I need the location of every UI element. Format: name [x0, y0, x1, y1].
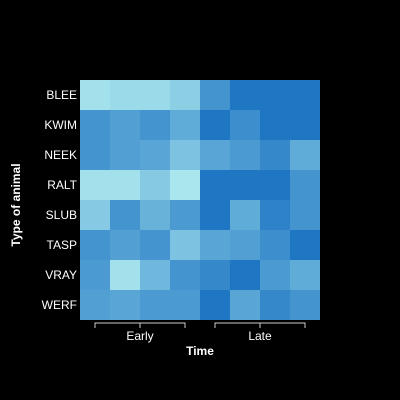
row-label-werf: WERF — [42, 298, 77, 312]
heatmap-cell-werf-3 — [140, 290, 170, 320]
heatmap-cell-neek-2 — [110, 140, 140, 170]
heatmap-cell-ralt-4 — [170, 170, 200, 200]
group-bracket-late — [215, 323, 305, 328]
heatmap-cell-vray-8 — [290, 260, 320, 290]
heatmap-cell-slub-1 — [80, 200, 110, 230]
x-axis-title: Time — [186, 344, 214, 358]
heatmap-cell-slub-7 — [260, 200, 290, 230]
heatmap-cell-ralt-7 — [260, 170, 290, 200]
heatmap-cell-ralt-1 — [80, 170, 110, 200]
heatmap-cell-tasp-6 — [230, 230, 260, 260]
heatmap-cell-kwim-3 — [140, 110, 170, 140]
heatmap-cell-vray-5 — [200, 260, 230, 290]
heatmap-cell-neek-1 — [80, 140, 110, 170]
heatmap-cell-slub-6 — [230, 200, 260, 230]
heatmap-cell-kwim-8 — [290, 110, 320, 140]
heatmap-cell-blee-7 — [260, 80, 290, 110]
heatmap-cell-kwim-1 — [80, 110, 110, 140]
heatmap-cell-neek-4 — [170, 140, 200, 170]
heatmap-cell-vray-1 — [80, 260, 110, 290]
heatmap-cell-vray-4 — [170, 260, 200, 290]
row-label-tasp: TASP — [47, 238, 77, 252]
heatmap-cell-slub-2 — [110, 200, 140, 230]
heatmap-cell-blee-5 — [200, 80, 230, 110]
heatmap-cell-werf-5 — [200, 290, 230, 320]
heatmap-cell-neek-5 — [200, 140, 230, 170]
heatmap-cell-tasp-8 — [290, 230, 320, 260]
row-label-neek: NEEK — [44, 148, 77, 162]
heatmap-cell-tasp-3 — [140, 230, 170, 260]
heatmap-cell-tasp-7 — [260, 230, 290, 260]
group-bracket-early — [95, 323, 185, 328]
heatmap-cell-kwim-6 — [230, 110, 260, 140]
heatmap-cell-werf-2 — [110, 290, 140, 320]
heatmap-cell-kwim-4 — [170, 110, 200, 140]
row-label-slub: SLUB — [46, 208, 77, 222]
heatmap-cell-kwim-5 — [200, 110, 230, 140]
heatmap-cell-slub-5 — [200, 200, 230, 230]
y-axis-title: Type of animal — [9, 163, 23, 246]
heatmap-cell-werf-4 — [170, 290, 200, 320]
row-label-blee: BLEE — [46, 88, 77, 102]
heatmap-cell-vray-7 — [260, 260, 290, 290]
heatmap-cell-neek-7 — [260, 140, 290, 170]
heatmap-cell-vray-3 — [140, 260, 170, 290]
heatmap-cell-blee-3 — [140, 80, 170, 110]
row-labels: BLEE KWIM NEEK RALT SLUB TASP VRAY WERF — [42, 88, 78, 312]
heatmap-cell-tasp-4 — [170, 230, 200, 260]
group-label-early: Early — [126, 329, 153, 343]
heatmap-cell-werf-7 — [260, 290, 290, 320]
heatmap-cell-kwim-7 — [260, 110, 290, 140]
heatmap-cell-tasp-2 — [110, 230, 140, 260]
heatmap-cell-ralt-8 — [290, 170, 320, 200]
heatmap-cell-blee-2 — [110, 80, 140, 110]
row-label-vray: VRAY — [45, 268, 77, 282]
heatmap-cell-ralt-2 — [110, 170, 140, 200]
heatmap-cell-werf-1 — [80, 290, 110, 320]
row-label-ralt: RALT — [47, 178, 77, 192]
heatmap-cells — [80, 80, 320, 320]
heatmap-cell-blee-1 — [80, 80, 110, 110]
heatmap-cell-kwim-2 — [110, 110, 140, 140]
heatmap-cell-blee-4 — [170, 80, 200, 110]
heatmap-cell-neek-3 — [140, 140, 170, 170]
column-groups: Early Late — [95, 323, 305, 343]
heatmap-cell-blee-6 — [230, 80, 260, 110]
heatmap-cell-ralt-6 — [230, 170, 260, 200]
heatmap-cell-vray-6 — [230, 260, 260, 290]
heatmap-cell-ralt-5 — [200, 170, 230, 200]
heatmap-cell-slub-4 — [170, 200, 200, 230]
heatmap-cell-slub-3 — [140, 200, 170, 230]
heatmap-cell-tasp-1 — [80, 230, 110, 260]
heatmap-cell-ralt-3 — [140, 170, 170, 200]
heatmap-cell-tasp-5 — [200, 230, 230, 260]
heatmap-cell-neek-8 — [290, 140, 320, 170]
heatmap-cell-blee-8 — [290, 80, 320, 110]
heatmap-cell-werf-6 — [230, 290, 260, 320]
heatmap-cell-slub-8 — [290, 200, 320, 230]
heatmap-cell-neek-6 — [230, 140, 260, 170]
group-label-late: Late — [248, 329, 272, 343]
heatmap-cell-vray-2 — [110, 260, 140, 290]
heatmap-cell-werf-8 — [290, 290, 320, 320]
row-label-kwim: KWIM — [44, 118, 77, 132]
